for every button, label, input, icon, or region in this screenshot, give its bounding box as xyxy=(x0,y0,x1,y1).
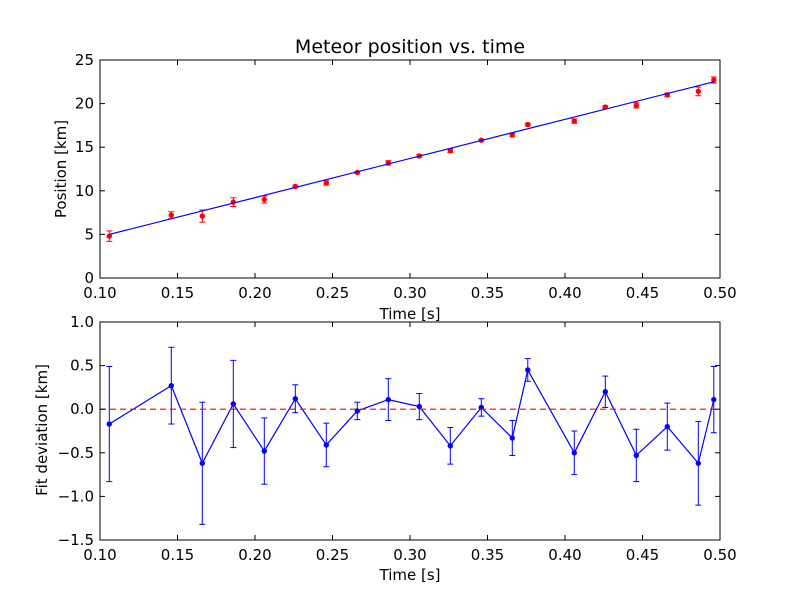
y-tick-label: −1.0 xyxy=(58,487,94,505)
data-point xyxy=(106,421,113,427)
x-tick-label: 0.10 xyxy=(83,284,116,302)
x-tick-label: 0.20 xyxy=(238,284,271,302)
x-tick-label: 0.20 xyxy=(238,546,271,564)
x-tick-label: 0.10 xyxy=(83,546,116,564)
x-tick-label: 0.45 xyxy=(626,284,659,302)
x-tick-label: 0.15 xyxy=(161,546,194,564)
data-point xyxy=(664,423,670,430)
data-point xyxy=(323,442,329,448)
data-point xyxy=(509,435,515,441)
y-tick-label: −1.5 xyxy=(58,531,94,549)
data-point xyxy=(525,367,531,373)
data-point xyxy=(168,382,175,389)
data-point xyxy=(447,443,453,449)
data-point xyxy=(385,396,391,403)
data-point xyxy=(602,389,608,395)
data-point xyxy=(354,408,360,414)
plot-frame xyxy=(99,321,721,541)
data-point xyxy=(416,403,422,410)
y-axis-label-top: Position [km] xyxy=(52,120,70,218)
x-tick-label: 0.35 xyxy=(471,546,504,564)
chart-title: Meteor position vs. time xyxy=(295,36,525,58)
y-tick-label: 25 xyxy=(75,51,94,69)
x-tick-label: 0.30 xyxy=(393,546,426,564)
data-point xyxy=(633,102,639,109)
data-point xyxy=(525,121,531,128)
y-tick-label: 10 xyxy=(75,182,94,200)
data-point xyxy=(695,460,701,466)
data-point xyxy=(633,452,639,459)
data-point xyxy=(261,448,267,454)
data-point xyxy=(695,88,701,95)
x-axis-label-top: Time [s] xyxy=(379,305,441,323)
x-tick-label: 0.25 xyxy=(316,284,349,302)
y-tick-label: 1.0 xyxy=(70,313,94,331)
position-plot: 0.10 0.15 0.20 0.25 0.30 0.35 0.40 0.45 0.50 0 5 10… xyxy=(75,51,737,302)
x-tick-label: 0.50 xyxy=(703,546,736,564)
y-tick-label: 0.0 xyxy=(70,400,94,418)
data-layer xyxy=(100,346,720,525)
x-axis-label-bottom: Time [s] xyxy=(379,566,441,584)
y-tick-label: 20 xyxy=(75,95,94,113)
deviation-line xyxy=(108,368,715,465)
data-point xyxy=(168,212,175,218)
data-point xyxy=(230,401,237,407)
deviation-plot: 0.10 0.15 0.20 0.25 0.30 0.35 0.40 0.45 0.50 1.0 0… xyxy=(58,313,737,564)
x-tick-label: 0.40 xyxy=(548,284,581,302)
data-point xyxy=(571,118,577,124)
x-tick-label: 0.40 xyxy=(548,546,581,564)
data-point xyxy=(711,396,717,403)
y-tick-label: 5 xyxy=(84,225,94,243)
data-point xyxy=(199,460,206,466)
x-tick-label: 0.25 xyxy=(316,546,349,564)
data-point xyxy=(292,396,298,402)
y-axis-label-bottom: Fit deviation [km] xyxy=(33,364,51,496)
y-tick-label: 0 xyxy=(84,269,94,287)
x-tick-label: 0.30 xyxy=(393,284,426,302)
data-point xyxy=(571,450,577,456)
x-tick-label: 0.45 xyxy=(626,546,659,564)
x-tick-label: 0.50 xyxy=(703,284,736,302)
data-layer xyxy=(106,76,717,242)
y-tick-label: −0.5 xyxy=(58,444,94,462)
y-tick-label: 0.5 xyxy=(70,357,94,375)
x-tick-label: 0.35 xyxy=(471,284,504,302)
x-tick-label: 0.15 xyxy=(161,284,194,302)
data-point xyxy=(323,180,329,186)
y-tick-label: 15 xyxy=(75,138,94,156)
data-point xyxy=(261,196,267,203)
plot-frame xyxy=(99,59,721,279)
fit-line xyxy=(109,81,714,235)
data-point xyxy=(199,213,206,219)
